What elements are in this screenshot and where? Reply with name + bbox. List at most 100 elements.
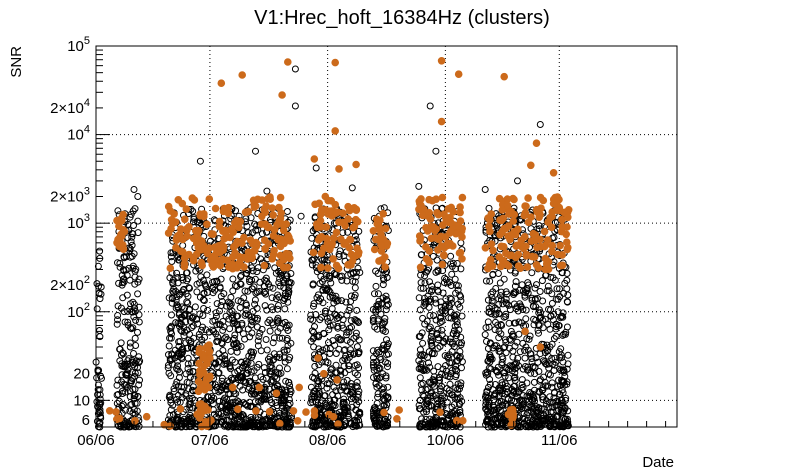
open-data-point	[118, 378, 126, 386]
filled-data-point	[532, 260, 541, 269]
filled-data-point	[448, 242, 457, 250]
open-data-point	[227, 365, 234, 373]
filled-data-point	[437, 117, 446, 126]
filled-data-point	[193, 410, 201, 419]
open-data-point	[343, 356, 351, 364]
open-data-point	[227, 401, 235, 409]
filled-data-point	[521, 327, 529, 336]
open-data-point	[211, 387, 219, 395]
open-data-point	[134, 278, 142, 286]
filled-data-point	[166, 264, 175, 273]
open-data-point	[356, 409, 363, 417]
filled-data-point	[183, 232, 191, 241]
open-data-point	[186, 305, 194, 313]
open-data-point	[234, 342, 242, 350]
open-data-point	[135, 353, 143, 361]
filled-data-point	[540, 227, 549, 236]
open-data-point	[227, 412, 235, 420]
filled-data-point	[274, 234, 282, 243]
filled-data-point	[526, 161, 535, 170]
open-data-point	[185, 336, 193, 344]
open-data-point	[327, 279, 335, 287]
open-data-point	[342, 298, 350, 306]
filled-data-point	[546, 213, 554, 222]
open-data-point	[261, 416, 269, 424]
filled-data-point	[553, 193, 562, 201]
filled-data-point	[315, 199, 324, 208]
filled-data-point	[428, 196, 437, 205]
filled-data-point	[520, 211, 529, 220]
open-data-point	[213, 277, 221, 285]
filled-data-point	[502, 249, 510, 258]
open-data-point	[261, 393, 269, 400]
open-data-point	[205, 328, 213, 336]
open-data-point	[234, 297, 242, 305]
filled-data-point	[238, 71, 247, 79]
open-data-point	[118, 281, 126, 289]
open-data-point	[96, 401, 104, 409]
filled-data-point	[335, 165, 343, 173]
open-data-point	[174, 274, 182, 281]
open-data-point	[323, 384, 331, 392]
filled-data-point	[238, 239, 246, 248]
x-tick-label: 08/06	[309, 432, 347, 449]
filled-data-point	[372, 215, 381, 224]
filled-data-point	[381, 224, 390, 233]
open-data-point	[309, 256, 317, 264]
filled-data-point	[324, 264, 332, 272]
filled-data-point	[334, 420, 342, 428]
open-data-point	[355, 348, 363, 356]
filled-data-point	[481, 244, 490, 252]
filled-data-point	[265, 407, 274, 416]
open-data-point	[254, 337, 262, 345]
open-data-point	[232, 390, 240, 398]
filled-data-point	[513, 241, 521, 250]
filled-data-point	[487, 240, 496, 248]
open-data-point	[231, 411, 239, 419]
open-data-point	[257, 347, 265, 355]
open-data-point	[325, 339, 332, 347]
open-data-point	[274, 291, 282, 299]
open-data-point	[180, 383, 188, 391]
open-data-point	[114, 316, 121, 324]
open-data-point	[172, 288, 180, 295]
open-data-point	[275, 317, 282, 325]
filled-data-point	[211, 204, 220, 213]
open-data-point	[336, 408, 344, 416]
open-data-point	[381, 315, 389, 322]
open-data-point	[312, 311, 320, 318]
open-data-point	[352, 268, 360, 276]
open-data-point	[244, 325, 252, 333]
open-data-point	[225, 390, 233, 398]
open-data-point	[276, 364, 283, 372]
filled-data-point	[328, 239, 337, 248]
open-data-point	[242, 300, 250, 308]
open-data-point	[278, 319, 286, 327]
filled-data-point	[503, 195, 512, 203]
filled-data-point	[167, 216, 176, 224]
open-data-point	[269, 284, 277, 292]
open-data-point	[239, 411, 247, 419]
open-data-point	[343, 336, 351, 344]
filled-data-point	[312, 220, 321, 229]
open-data-point	[203, 271, 211, 279]
filled-data-point	[500, 72, 509, 81]
open-data-point	[311, 362, 319, 370]
x-tick-label: 07/06	[191, 432, 229, 449]
filled-data-point	[185, 223, 193, 231]
filled-data-point	[533, 243, 541, 252]
filled-data-point	[115, 222, 123, 231]
open-data-point	[347, 298, 355, 305]
open-data-point	[128, 233, 136, 241]
open-data-point	[244, 358, 252, 366]
open-data-point	[128, 325, 135, 333]
open-data-point	[168, 311, 175, 319]
open-data-point	[346, 324, 354, 332]
open-data-point	[164, 364, 172, 372]
open-data-point	[340, 362, 348, 370]
open-data-point	[94, 381, 102, 389]
open-data-point	[174, 391, 182, 399]
open-data-point	[274, 319, 282, 327]
filled-data-point	[352, 205, 361, 214]
open-data-point	[247, 214, 255, 222]
